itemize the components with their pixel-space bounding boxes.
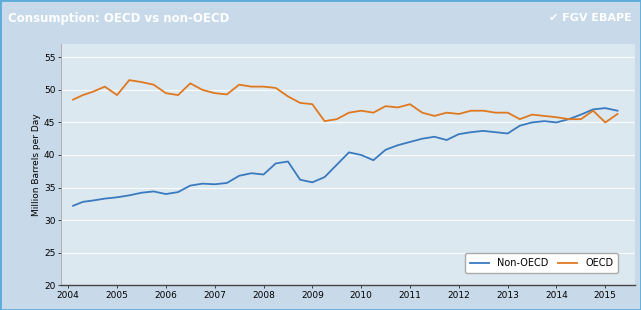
Non-OECD xyxy=(89,199,97,202)
OECD xyxy=(601,121,609,124)
OECD xyxy=(528,113,536,117)
Non-OECD xyxy=(565,117,572,121)
OECD xyxy=(79,93,87,97)
Non-OECD xyxy=(553,121,560,124)
Non-OECD xyxy=(333,163,340,166)
OECD xyxy=(113,93,121,97)
Non-OECD xyxy=(187,184,194,188)
Non-OECD xyxy=(69,204,77,208)
OECD xyxy=(357,109,365,113)
OECD xyxy=(577,117,585,121)
Line: OECD: OECD xyxy=(73,80,617,122)
OECD xyxy=(516,117,524,121)
OECD xyxy=(406,102,414,106)
Non-OECD xyxy=(126,193,133,197)
Non-OECD xyxy=(308,180,316,184)
Line: Non-OECD: Non-OECD xyxy=(73,108,617,206)
Non-OECD xyxy=(247,171,255,175)
Non-OECD xyxy=(589,108,597,111)
Non-OECD xyxy=(467,130,475,134)
OECD xyxy=(333,117,340,121)
Non-OECD xyxy=(577,113,585,117)
Non-OECD xyxy=(260,173,267,176)
OECD xyxy=(443,111,451,114)
Non-OECD xyxy=(516,124,524,127)
Non-OECD xyxy=(382,148,390,152)
OECD xyxy=(247,85,255,88)
Non-OECD xyxy=(357,153,365,157)
OECD xyxy=(540,114,548,118)
OECD xyxy=(345,111,353,114)
Legend: Non-OECD, OECD: Non-OECD, OECD xyxy=(465,253,619,273)
OECD xyxy=(150,83,158,86)
Non-OECD xyxy=(174,190,182,194)
OECD xyxy=(467,109,475,113)
Non-OECD xyxy=(479,129,487,133)
Non-OECD xyxy=(345,151,353,154)
OECD xyxy=(613,112,621,116)
Non-OECD xyxy=(419,137,426,140)
OECD xyxy=(284,95,292,98)
OECD xyxy=(89,90,97,94)
OECD xyxy=(369,111,377,114)
OECD xyxy=(419,111,426,114)
OECD xyxy=(101,85,109,88)
Non-OECD xyxy=(211,182,219,186)
OECD xyxy=(382,104,390,108)
Non-OECD xyxy=(601,106,609,110)
Non-OECD xyxy=(540,119,548,123)
OECD xyxy=(162,91,170,95)
Text: ✔ FGV EBAPE: ✔ FGV EBAPE xyxy=(549,13,631,23)
Non-OECD xyxy=(150,190,158,193)
Non-OECD xyxy=(296,178,304,182)
OECD xyxy=(138,80,146,84)
Non-OECD xyxy=(613,109,621,113)
Non-OECD xyxy=(369,158,377,162)
Non-OECD xyxy=(113,195,121,199)
Y-axis label: Million Barrels per Day: Million Barrels per Day xyxy=(32,113,41,216)
OECD xyxy=(455,112,463,116)
OECD xyxy=(174,93,182,97)
OECD xyxy=(553,115,560,119)
Non-OECD xyxy=(101,197,109,201)
Non-OECD xyxy=(235,174,243,178)
OECD xyxy=(69,98,77,101)
Non-OECD xyxy=(528,121,536,124)
Non-OECD xyxy=(138,191,146,195)
OECD xyxy=(126,78,133,82)
OECD xyxy=(431,114,438,118)
OECD xyxy=(504,111,512,114)
Non-OECD xyxy=(492,130,499,134)
OECD xyxy=(211,91,219,95)
Non-OECD xyxy=(320,175,328,179)
Non-OECD xyxy=(272,162,279,165)
Non-OECD xyxy=(443,138,451,142)
OECD xyxy=(272,86,279,90)
OECD xyxy=(479,109,487,113)
OECD xyxy=(260,85,267,88)
OECD xyxy=(565,117,572,121)
Non-OECD xyxy=(284,160,292,163)
OECD xyxy=(235,83,243,86)
OECD xyxy=(187,82,194,85)
OECD xyxy=(308,102,316,106)
OECD xyxy=(296,101,304,105)
Non-OECD xyxy=(394,143,402,147)
OECD xyxy=(589,109,597,113)
Non-OECD xyxy=(223,181,231,185)
Non-OECD xyxy=(79,200,87,204)
Text: Consumption: OECD vs non-OECD: Consumption: OECD vs non-OECD xyxy=(8,12,229,25)
OECD xyxy=(320,119,328,123)
OECD xyxy=(223,93,231,96)
OECD xyxy=(394,106,402,109)
Non-OECD xyxy=(455,132,463,136)
Non-OECD xyxy=(431,135,438,139)
Non-OECD xyxy=(199,182,206,185)
Non-OECD xyxy=(406,140,414,144)
OECD xyxy=(199,88,206,92)
Non-OECD xyxy=(504,132,512,135)
OECD xyxy=(492,111,499,114)
Non-OECD xyxy=(162,192,170,196)
